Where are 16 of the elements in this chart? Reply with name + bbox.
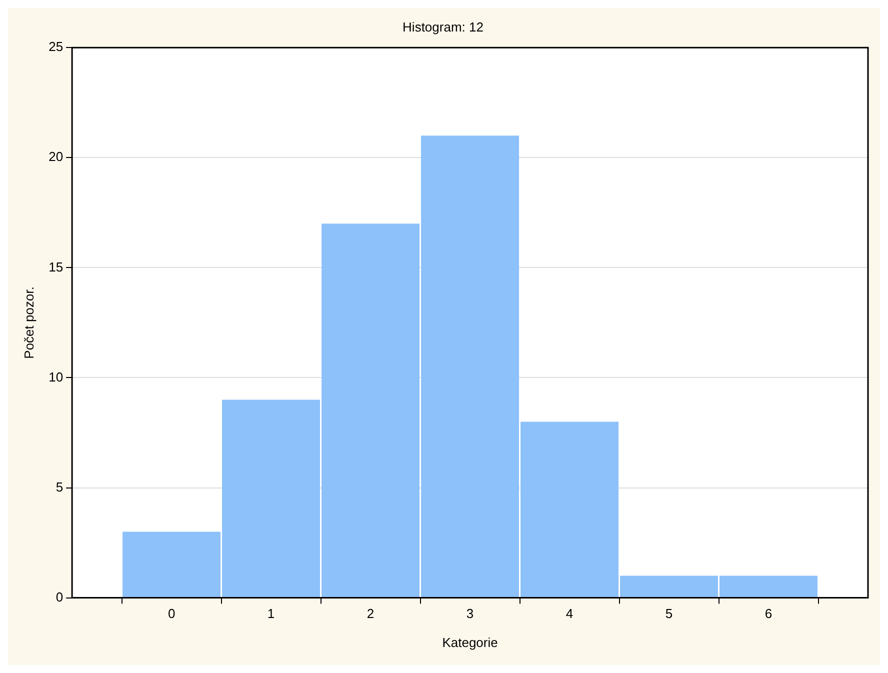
y-tick-label: 5 xyxy=(56,479,64,494)
y-tick-label: 25 xyxy=(48,39,64,54)
chart-title: Histogram: 12 xyxy=(402,19,484,34)
x-tick-label: 4 xyxy=(566,606,574,622)
x-axis-title: Kategorie xyxy=(442,634,498,650)
y-tick-label: 10 xyxy=(48,369,64,384)
y-tick-label: 20 xyxy=(48,149,64,164)
y-tick-label: 15 xyxy=(48,259,64,274)
y-tick-label: 0 xyxy=(56,589,64,604)
x-tick-label: 2 xyxy=(366,606,374,622)
y-axis-title: Počet pozor. xyxy=(21,286,36,359)
x-tick-label: 6 xyxy=(764,606,772,622)
x-tick-label: 3 xyxy=(466,606,474,622)
x-tick-label: 0 xyxy=(168,606,176,622)
x-tick-label: 1 xyxy=(267,606,275,622)
x-tick-label: 5 xyxy=(665,606,673,622)
